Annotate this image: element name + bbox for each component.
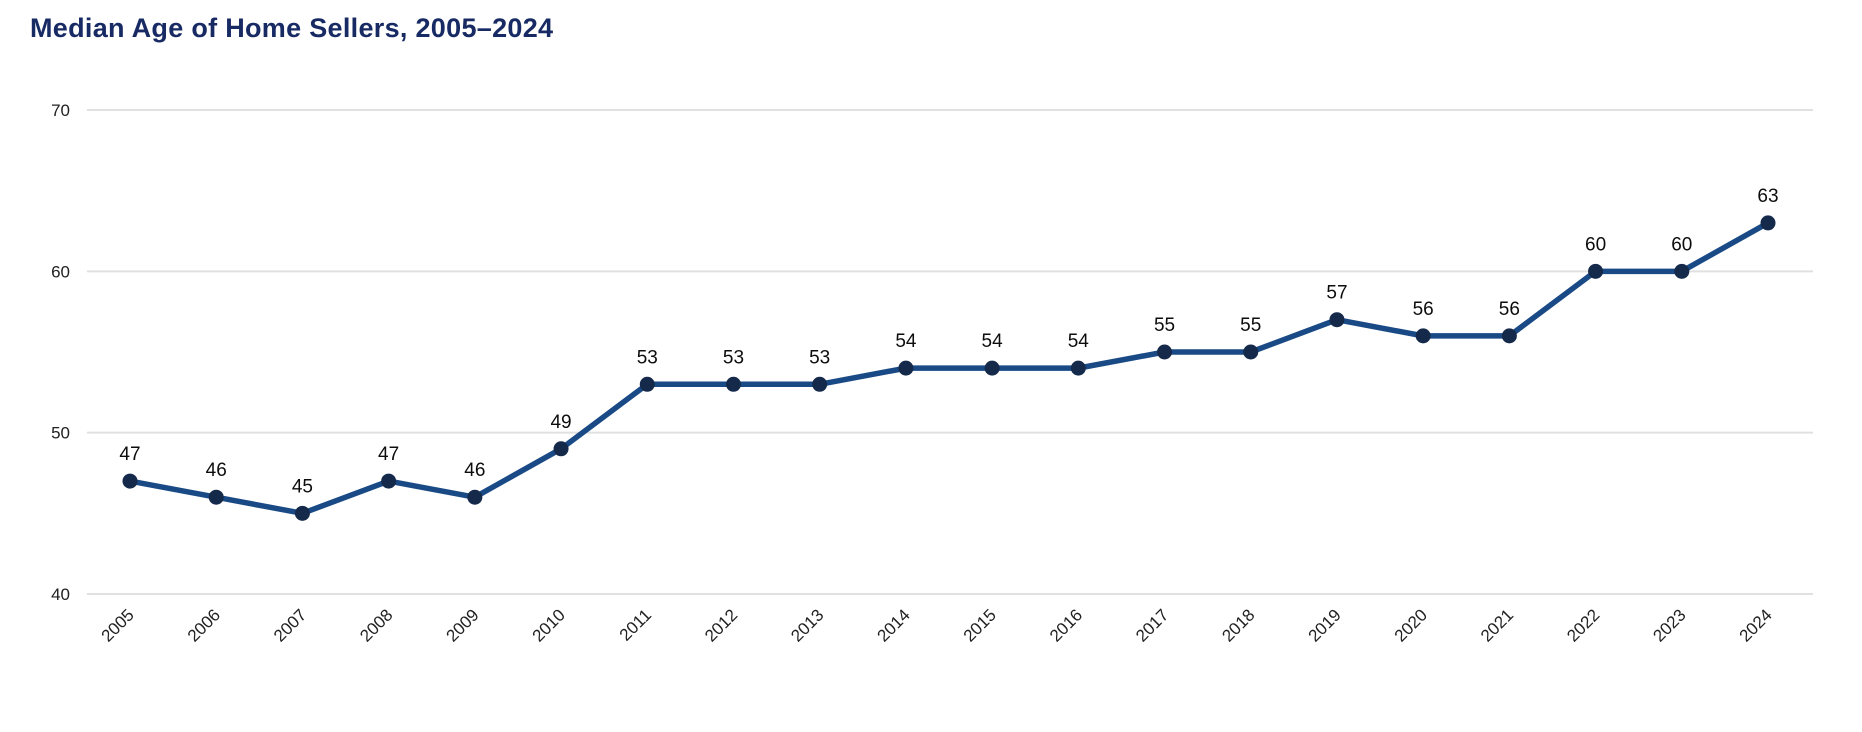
data-point <box>898 360 914 376</box>
data-point <box>725 376 741 392</box>
data-point <box>381 473 397 489</box>
data-point <box>1760 215 1776 231</box>
x-tick-label: 2011 <box>616 605 655 644</box>
y-tick-label: 50 <box>51 424 70 443</box>
x-tick-label: 2005 <box>98 605 138 645</box>
chart-title: Median Age of Home Sellers, 2005–2024 <box>30 13 554 43</box>
data-point <box>1157 344 1173 360</box>
data-point <box>208 489 224 505</box>
x-tick-label: 2022 <box>1563 605 1603 645</box>
x-tick-label: 2009 <box>442 605 482 645</box>
data-point-label: 60 <box>1585 234 1606 255</box>
x-tick-label: 2008 <box>356 605 396 645</box>
data-point-label: 53 <box>723 347 744 368</box>
data-point <box>1588 263 1604 279</box>
x-tick-label: 2016 <box>1046 605 1086 645</box>
data-point <box>1674 263 1690 279</box>
data-point-label: 54 <box>1068 331 1090 352</box>
data-point <box>467 489 483 505</box>
data-point-label: 49 <box>550 412 571 433</box>
x-tick-label: 2023 <box>1649 605 1689 645</box>
data-point-label: 47 <box>378 444 399 465</box>
x-tick-label: 2006 <box>184 605 224 645</box>
data-point-label: 60 <box>1671 234 1692 255</box>
data-point-label: 53 <box>637 347 658 368</box>
data-point-label: 55 <box>1240 315 1261 336</box>
data-point-label: 46 <box>464 460 485 481</box>
data-point <box>1243 344 1259 360</box>
data-point <box>1070 360 1086 376</box>
x-tick-label: 2018 <box>1218 605 1258 645</box>
data-point <box>294 505 310 521</box>
x-tick-label: 2021 <box>1477 605 1517 645</box>
y-tick-label: 60 <box>51 262 70 281</box>
data-point-label: 56 <box>1499 299 1520 320</box>
data-point <box>553 441 569 457</box>
x-tick-label: 2010 <box>529 605 569 645</box>
data-point <box>812 376 828 392</box>
data-point-label: 54 <box>982 331 1004 352</box>
y-tick-label: 70 <box>51 101 70 120</box>
data-point-label: 47 <box>119 444 140 465</box>
data-point <box>639 376 655 392</box>
x-tick-label: 2014 <box>874 605 914 645</box>
data-point-label: 54 <box>895 331 917 352</box>
x-tick-label: 2024 <box>1736 605 1776 645</box>
data-point-label: 45 <box>292 476 313 497</box>
x-tick-label: 2015 <box>960 605 1000 645</box>
trend-line <box>127 220 1771 517</box>
data-point <box>984 360 1000 376</box>
data-point-label: 53 <box>809 347 830 368</box>
y-tick-label: 40 <box>51 585 70 604</box>
x-tick-label: 2013 <box>787 605 827 645</box>
x-tick-label: 2017 <box>1132 605 1172 645</box>
x-tick-label: 2007 <box>270 605 310 645</box>
data-point <box>1415 328 1431 344</box>
data-point-label: 56 <box>1413 299 1434 320</box>
data-point <box>122 473 138 489</box>
data-point-label: 55 <box>1154 315 1175 336</box>
data-point-label: 57 <box>1326 283 1347 304</box>
x-tick-label: 2019 <box>1305 605 1345 645</box>
data-point-label: 63 <box>1757 186 1778 207</box>
x-tick-label: 2020 <box>1391 605 1431 645</box>
data-point <box>1329 312 1345 328</box>
data-point-label: 46 <box>206 460 227 481</box>
x-tick-label: 2012 <box>701 605 741 645</box>
data-point <box>1501 328 1517 344</box>
